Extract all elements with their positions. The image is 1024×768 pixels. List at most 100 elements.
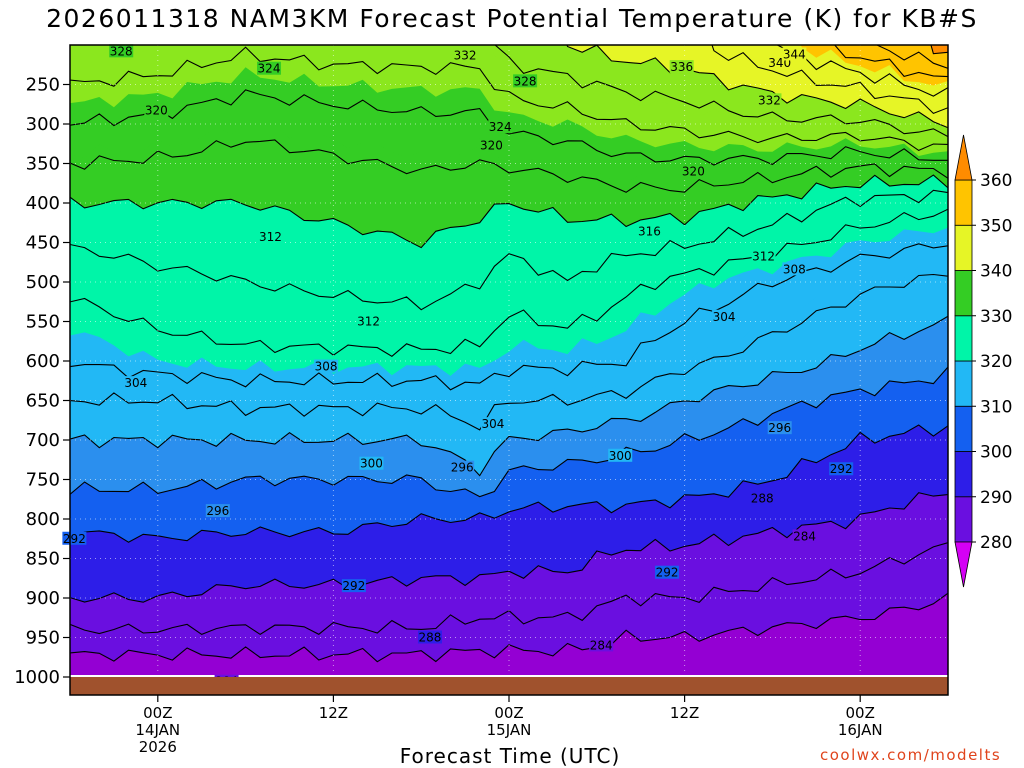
chart-title: 2026011318 NAM3KM Forecast Potential Tem… xyxy=(46,4,978,33)
isentrope-344 xyxy=(711,45,948,115)
contour-label-bg xyxy=(829,462,854,476)
isentrope-300 xyxy=(70,315,948,477)
contour-label-bg xyxy=(513,74,538,88)
colorbar: 280 290 300 310 320 330 340 350 360 xyxy=(954,134,1012,588)
contour-label-bg xyxy=(258,229,283,243)
contour-label: 292 xyxy=(656,566,679,580)
contour-label: 308 xyxy=(783,262,806,276)
contour-label: 284 xyxy=(793,529,816,543)
contour-label: 328 xyxy=(514,74,537,88)
contour-label: 312 xyxy=(357,315,380,329)
colorbar-segment xyxy=(954,315,973,362)
x-tick-label: 00Z xyxy=(846,704,875,722)
y-tick-label: 400 xyxy=(26,193,60,214)
contour-label-bg xyxy=(123,376,148,390)
colorbar-segment xyxy=(954,496,973,543)
contour-label: 320 xyxy=(145,104,168,118)
x-tick-label: 15JAN xyxy=(487,721,532,739)
contour-label-bg xyxy=(144,103,169,117)
contour-label-bg xyxy=(750,491,775,505)
contour-label-bg xyxy=(205,504,230,518)
colorbar-label: 320 xyxy=(980,352,1012,372)
colorbar-segment xyxy=(954,179,973,226)
isentrope-340 xyxy=(566,45,948,129)
contour-label: 304 xyxy=(481,417,504,431)
isentrope-320 xyxy=(70,174,948,249)
contour-label-bg xyxy=(782,262,807,276)
contour-label-bg xyxy=(356,314,381,328)
surface-ground xyxy=(70,677,948,695)
contour-label-bg xyxy=(712,309,737,323)
contour-label: 328 xyxy=(110,44,133,58)
isentrope-316 xyxy=(70,189,948,311)
contour-label: 292 xyxy=(342,579,365,593)
y-tick-label: 900 xyxy=(26,588,60,609)
isentrope-280 xyxy=(70,592,948,663)
isentrope-324 xyxy=(70,139,948,193)
contour-label-bg xyxy=(757,93,782,107)
x-tick-label: 00Z xyxy=(494,704,523,722)
contour-label: 288 xyxy=(419,631,442,645)
isentrope-332 xyxy=(70,46,948,152)
credit-link[interactable]: coolwx.com/modelts xyxy=(820,746,1002,764)
colorbar-segment xyxy=(954,360,973,407)
contour-label: 296 xyxy=(206,504,229,518)
colorbar-segment xyxy=(954,451,973,498)
y-tick-label: 1000 xyxy=(14,667,60,688)
contour-label: 324 xyxy=(489,120,512,134)
contour-label: 304 xyxy=(713,310,736,324)
colorbar-low-arrow xyxy=(954,541,973,588)
isentrope-288 xyxy=(70,492,948,603)
contour-label: 320 xyxy=(480,138,503,152)
contour-label-bg xyxy=(669,60,694,74)
y-tick-label: 700 xyxy=(26,430,60,451)
colorbar-high-arrow xyxy=(954,134,973,181)
y-tick-label: 600 xyxy=(26,351,60,372)
contour-label-bg xyxy=(681,164,706,178)
contour-label-bg xyxy=(62,531,87,545)
contour-label-bg xyxy=(655,565,680,579)
contour-label: 308 xyxy=(315,360,338,374)
y-tick-label: 250 xyxy=(26,75,60,96)
colorbar-segment xyxy=(954,405,973,452)
colorbar-label: 310 xyxy=(980,397,1012,417)
isentrope-312 xyxy=(70,208,948,357)
contour-label: 316 xyxy=(638,224,661,238)
y-tick-label: 500 xyxy=(26,272,60,293)
contour-label-bg xyxy=(341,579,366,593)
contour-label-bg xyxy=(488,120,513,134)
contour-label: 312 xyxy=(752,250,775,264)
contour-label-bg xyxy=(257,61,282,75)
y-tick-label: 550 xyxy=(26,312,60,333)
contour-label-bg xyxy=(453,48,478,62)
y-tick-label: 300 xyxy=(26,114,60,135)
contour-label-bg xyxy=(608,448,633,462)
colorbar-segment xyxy=(954,224,973,271)
y-tick-label: 800 xyxy=(26,509,60,530)
y-tick-label: 750 xyxy=(26,470,60,491)
isentrope-304 xyxy=(70,273,948,431)
colorbar-segment xyxy=(954,270,973,317)
y-axis: 250 300 350 400 450 500 550 600 650 700 750 800 850 9… xyxy=(14,75,70,688)
y-tick-label: 650 xyxy=(26,391,60,412)
contour-label-bg xyxy=(637,224,662,238)
contour-label: 296 xyxy=(768,421,791,435)
colorbar-label: 340 xyxy=(980,262,1012,282)
contour-label-bg xyxy=(767,421,792,435)
contour-label: 284 xyxy=(590,638,613,652)
contour-label: 312 xyxy=(259,230,282,244)
colorbar-label: 350 xyxy=(980,216,1012,236)
colorbar-label: 300 xyxy=(980,443,1012,463)
contour-label-bg xyxy=(782,47,807,61)
contour-label: 292 xyxy=(63,532,86,546)
isentrope-292 xyxy=(70,424,948,543)
contour-label: 332 xyxy=(758,93,781,107)
contour-label: 304 xyxy=(124,376,147,390)
contour-label: 320 xyxy=(682,164,705,178)
y-tick-label: 450 xyxy=(26,233,60,254)
contour-label-bg xyxy=(109,44,134,58)
colorbar-label: 280 xyxy=(980,533,1012,553)
contour-label-bg xyxy=(589,638,614,652)
